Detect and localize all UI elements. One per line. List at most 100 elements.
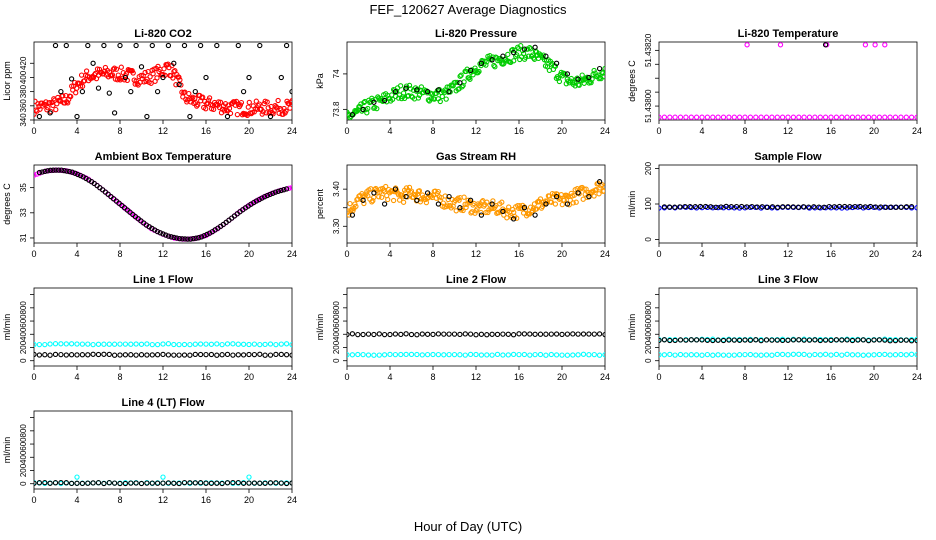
data-point [181, 42, 188, 49]
data-point [370, 198, 376, 204]
data-point [580, 351, 587, 357]
data-point [521, 351, 528, 358]
data-point [353, 203, 359, 210]
data-point [499, 199, 505, 205]
data-point [90, 351, 96, 357]
data-point [101, 351, 107, 357]
data-point [461, 194, 467, 200]
data-point [914, 351, 917, 358]
data-point [458, 72, 464, 78]
data-point [390, 197, 397, 204]
x-tick-label: 20 [869, 249, 879, 259]
data-point [257, 341, 263, 348]
data-point [514, 215, 520, 221]
data-point [262, 341, 268, 348]
y-axis-label: ml/min [2, 314, 12, 341]
data-point [747, 351, 754, 358]
panel-temperature: Li-820 Temperature degrees C 0 4 8 12 16 20 24 51… [627, 28, 922, 136]
data-point [893, 204, 899, 210]
data-point [154, 228, 161, 235]
data-point [505, 331, 511, 337]
data-point [522, 54, 529, 60]
data-point [437, 98, 443, 105]
data-point [400, 199, 407, 205]
data-point [347, 200, 353, 207]
data-point [914, 114, 917, 120]
data-point [179, 236, 185, 242]
data-point [575, 76, 581, 82]
data-point [446, 331, 452, 337]
data-point [533, 206, 540, 212]
y-tick-label: 200 [19, 340, 28, 354]
data-point [430, 351, 436, 358]
x-tick-label: 12 [471, 249, 481, 259]
x-tick-label: 20 [244, 249, 254, 259]
data-point [398, 351, 404, 358]
data-point [424, 331, 431, 337]
data-point [69, 169, 75, 175]
data-point [176, 235, 183, 242]
data-point [774, 351, 780, 358]
data-point [408, 331, 415, 338]
data-point [876, 337, 883, 343]
data-point [500, 331, 506, 337]
data-point [747, 114, 754, 120]
data-point [171, 480, 177, 486]
data-point [659, 352, 662, 358]
data-point [74, 85, 80, 91]
data-point [860, 337, 866, 343]
data-point [60, 93, 66, 99]
data-point [392, 331, 399, 337]
y-tick-label: 0 [644, 358, 653, 363]
data-point [90, 60, 96, 66]
data-point [240, 88, 247, 95]
x-tick-label: 16 [826, 126, 836, 136]
x-tick-label: 24 [600, 249, 610, 259]
data-point [68, 480, 75, 487]
data-point [667, 337, 673, 344]
y-tick-label: 3.30 [332, 218, 341, 234]
data-point [570, 352, 576, 358]
data-point [742, 351, 748, 358]
data-point [602, 65, 605, 72]
data-point [800, 204, 807, 210]
data-point [278, 480, 284, 486]
data-point [214, 341, 220, 347]
data-point [154, 480, 161, 486]
data-point [892, 352, 899, 358]
data-point [101, 42, 107, 49]
data-point [52, 351, 59, 358]
data-point [383, 183, 389, 190]
data-point [34, 351, 37, 358]
data-point [36, 113, 43, 120]
data-point [289, 88, 292, 95]
data-point [661, 204, 668, 210]
data-point [47, 341, 53, 347]
data-point [726, 204, 732, 211]
data-point [872, 42, 878, 48]
data-point [278, 74, 284, 81]
data-point [289, 341, 292, 348]
data-point [871, 352, 877, 358]
y-axis-label: degrees C [2, 183, 12, 225]
data-point [288, 99, 292, 105]
data-point [256, 101, 262, 107]
data-point [865, 114, 872, 120]
data-point [882, 114, 888, 120]
data-point [171, 60, 177, 66]
y-axis-label: ml/min [2, 437, 12, 464]
data-point [812, 337, 818, 343]
data-point [36, 352, 43, 358]
data-point [855, 114, 861, 120]
data-point [148, 80, 154, 86]
data-point [260, 109, 266, 115]
data-point [839, 352, 845, 358]
data-point [865, 352, 872, 358]
data-point [128, 88, 134, 95]
data-point [882, 42, 888, 48]
panel-title: Line 2 Flow [446, 274, 506, 286]
data-point [262, 480, 268, 486]
figure-title: FEF_120627 Average Diagnostics [369, 2, 567, 17]
data-point [516, 205, 522, 211]
data-point [58, 479, 64, 486]
